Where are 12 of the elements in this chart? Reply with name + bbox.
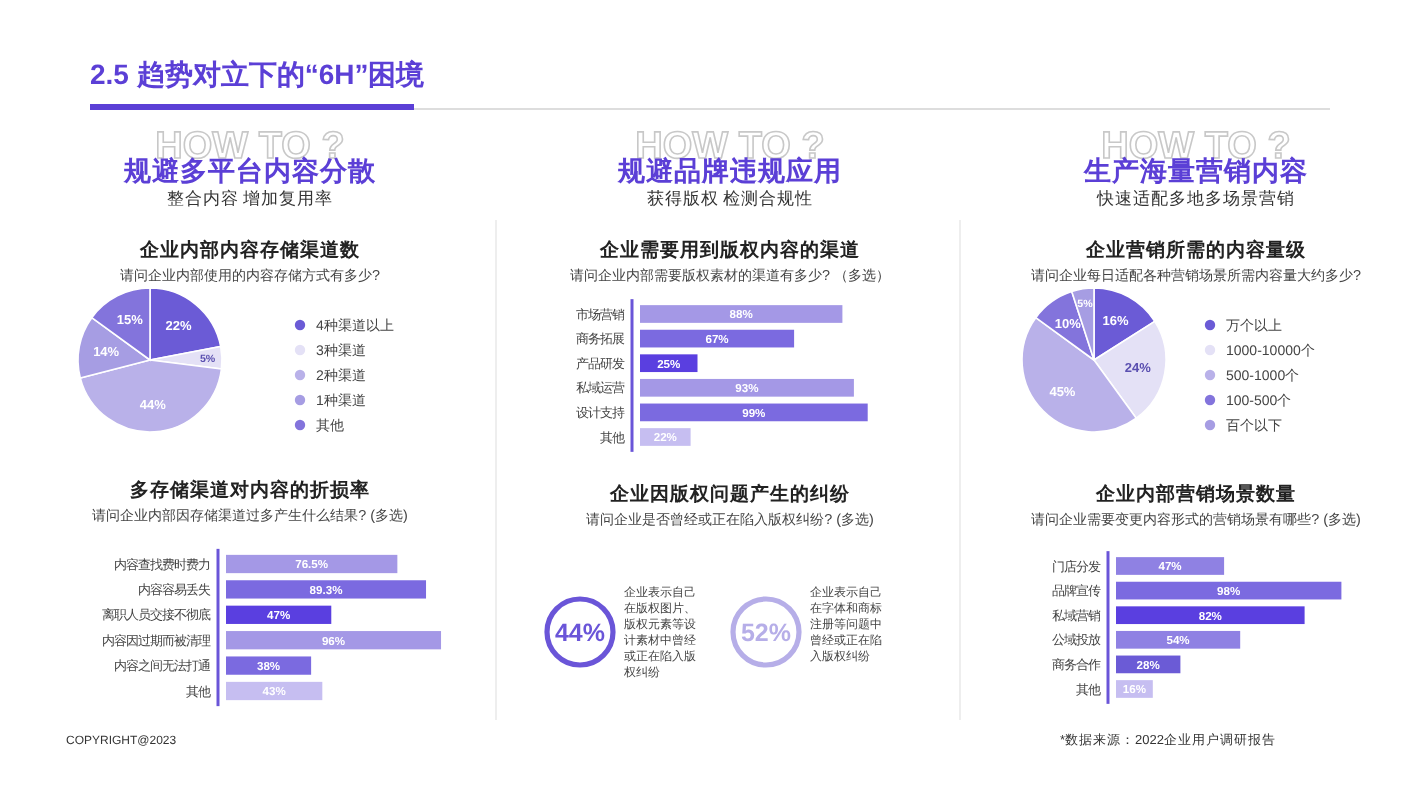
- text: 整合内容 增加复用率: [166, 188, 334, 208]
- chart-title: 多存储渠道对内容的折损率: [130, 478, 370, 502]
- text: 获得版权 检测合规性: [646, 188, 814, 208]
- data-label: 52%: [740, 619, 792, 647]
- text: 快速适配多地多场景营销: [1095, 188, 1295, 208]
- chart-title: 企业内部内容存储渠道数: [138, 238, 362, 262]
- chart-title: 企业内部营销场景数量: [1094, 482, 1296, 506]
- text: 2.5 趋势对立下的“6H”困境: [90, 58, 427, 90]
- data-label: 44%: [554, 619, 606, 647]
- chart-title: 企业需要用到版权内容的渠道: [598, 238, 860, 262]
- text: 企业因版权问题产生的纠纷: [608, 482, 852, 506]
- chart-title: 企业营销所需的内容量级: [1084, 238, 1308, 262]
